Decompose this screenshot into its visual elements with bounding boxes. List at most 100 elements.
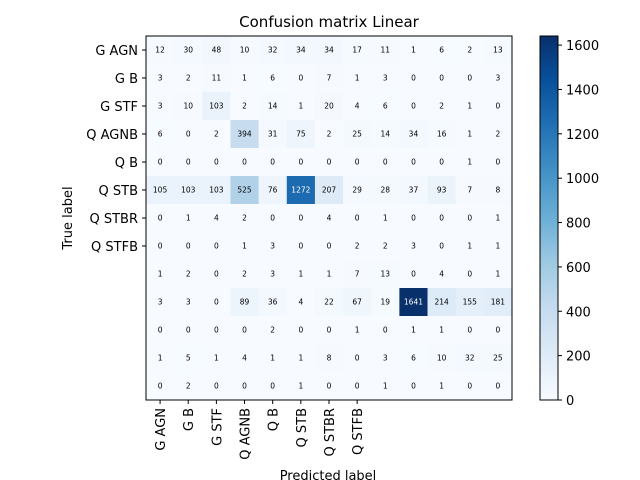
- cell-value: 1: [383, 382, 388, 391]
- matrix-cell: [230, 204, 259, 233]
- y-tick-label: Q STBR: [89, 212, 138, 227]
- matrix-cell: [146, 232, 175, 261]
- matrix-cell: [371, 260, 400, 289]
- matrix-cell: [174, 372, 203, 401]
- cell-value: 0: [496, 158, 501, 167]
- cell-value: 0: [214, 382, 219, 391]
- cell-value: 14: [268, 102, 278, 111]
- cell-value: 30: [183, 46, 193, 55]
- cell-value: 6: [158, 130, 163, 139]
- matrix-cell: [343, 36, 372, 65]
- cell-value: 1: [467, 102, 472, 111]
- matrix-cell: [343, 288, 372, 317]
- matrix-cell: [230, 260, 259, 289]
- matrix-cell: [174, 120, 203, 149]
- matrix-cell: [146, 344, 175, 373]
- matrix-cell: [258, 148, 288, 177]
- matrix-cell: [146, 36, 175, 65]
- matrix-cell: [202, 344, 231, 373]
- cell-value: 2: [242, 270, 247, 279]
- cell-value: 29: [352, 186, 362, 195]
- cell-value: 0: [327, 326, 332, 335]
- x-tick-labels: G AGN G B G STF Q AGNB Q B Q STB Q STBR Q STFB: [154, 400, 366, 460]
- matrix-cell: [202, 120, 231, 149]
- colorbar-tick-label: 1600: [566, 39, 599, 54]
- matrix-cell: [314, 204, 344, 233]
- matrix-cell: [343, 176, 372, 205]
- cell-value: 32: [465, 354, 475, 363]
- cell-value: 0: [496, 326, 501, 335]
- cell-value: 0: [439, 74, 444, 83]
- cell-value: 0: [411, 270, 416, 279]
- matrix-cell: [399, 148, 428, 177]
- cell-value: 8: [327, 354, 332, 363]
- matrix-cell: [427, 176, 456, 205]
- cell-value: 0: [327, 242, 332, 251]
- cell-value: 2: [242, 102, 247, 111]
- cell-value: 13: [493, 46, 503, 55]
- matrix-cell: [258, 288, 288, 317]
- matrix-cell: [230, 148, 259, 177]
- matrix-cell: [314, 316, 344, 345]
- matrix-cell: [258, 232, 288, 261]
- matrix-cell: [230, 64, 259, 93]
- cell-value: 76: [268, 186, 278, 195]
- matrix-cell: [399, 372, 428, 401]
- matrix-cell: [483, 232, 513, 261]
- matrix-cell-labels: 12 30 48 10 32 34 34 17 11 1 6 2 133 2 11 1 6 0 7 1 3 0 0 0 33 10…: [153, 46, 505, 391]
- matrix-cell: [286, 344, 316, 373]
- colorbar-tick-label: 600: [566, 261, 591, 276]
- matrix-cell: [371, 316, 400, 345]
- matrix-cell: [455, 176, 485, 205]
- cell-value: 0: [467, 214, 472, 223]
- matrix-cell: [483, 204, 513, 233]
- matrix-cell: [343, 92, 372, 121]
- cell-value: 16: [437, 130, 447, 139]
- cell-value: 2: [355, 242, 360, 251]
- matrix-cell: [202, 36, 231, 65]
- cell-value: 2: [383, 242, 388, 251]
- matrix-cell: [258, 64, 288, 93]
- matrix-cell: [286, 260, 316, 289]
- cell-value: 32: [268, 46, 278, 55]
- matrix-cell: [174, 288, 203, 317]
- matrix-cell: [314, 120, 344, 149]
- cell-value: 2: [439, 102, 444, 111]
- cell-value: 0: [298, 74, 303, 83]
- cell-value: 13: [381, 270, 391, 279]
- colorbar: [539, 35, 559, 401]
- x-axis-label: Predicted label: [280, 469, 377, 480]
- cell-value: 10: [437, 354, 447, 363]
- matrix-cell: [286, 64, 316, 93]
- matrix-cell: [371, 204, 400, 233]
- matrix-cell: [314, 92, 344, 121]
- matrix-cell: [455, 148, 485, 177]
- cell-value: 0: [270, 158, 275, 167]
- cell-value: 1: [158, 354, 163, 363]
- y-tick-label: Q B: [115, 156, 138, 171]
- cell-value: 3: [383, 354, 388, 363]
- cell-value: 0: [214, 326, 219, 335]
- cell-value: 0: [383, 158, 388, 167]
- cell-value: 2: [270, 326, 275, 335]
- cell-value: 1: [242, 242, 247, 251]
- matrix-cell: [455, 204, 485, 233]
- cell-value: 10: [183, 102, 193, 111]
- cell-value: 2: [186, 74, 191, 83]
- matrix-cell: [371, 64, 400, 93]
- cell-value: 0: [355, 214, 360, 223]
- cell-value: 1: [298, 102, 303, 111]
- x-tick-label: Q STFB: [351, 408, 366, 455]
- cell-value: 3: [158, 102, 163, 111]
- cell-value: 22: [324, 298, 334, 307]
- cell-value: 0: [158, 326, 163, 335]
- cell-value: 0: [186, 242, 191, 251]
- cell-value: 1: [298, 354, 303, 363]
- matrix-cell: [286, 372, 316, 401]
- cell-value: 1: [467, 130, 472, 139]
- cell-value: 0: [496, 102, 501, 111]
- cell-value: 93: [437, 186, 447, 195]
- colorbar-tick-label: 1400: [566, 83, 599, 98]
- matrix-cell: [286, 120, 316, 149]
- matrix-cell: [455, 92, 485, 121]
